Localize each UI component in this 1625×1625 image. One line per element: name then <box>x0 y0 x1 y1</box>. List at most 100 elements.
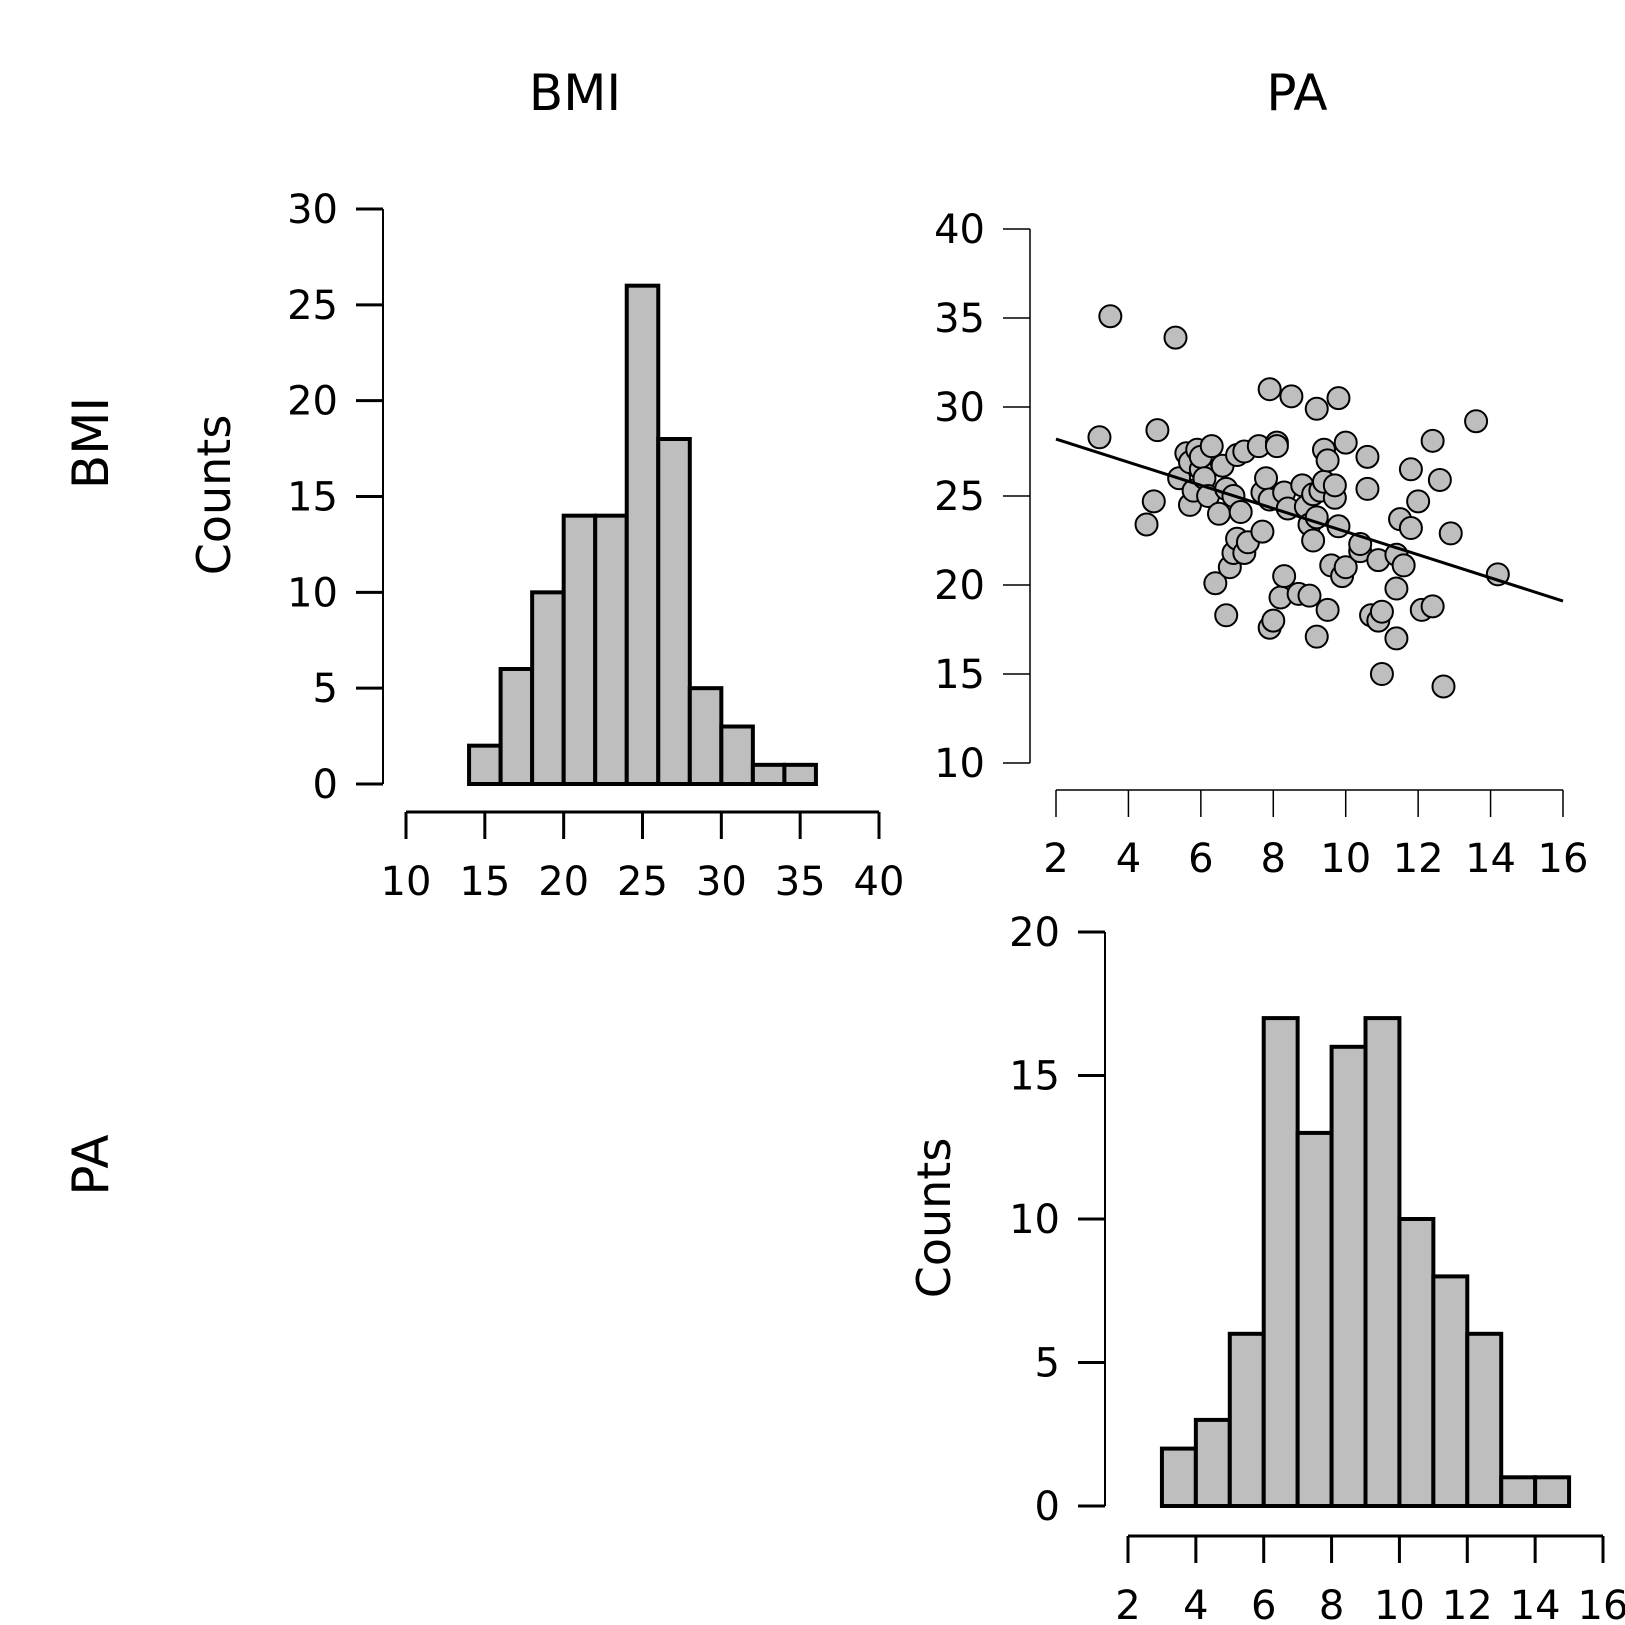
pa-histogram-x-tick-label-7: 16 <box>1578 1583 1625 1625</box>
scatter-point-83 <box>1398 457 1423 482</box>
scatter-x-tick-label-1: 4 <box>1116 836 1141 882</box>
bmi-histogram-y-tick-label-4: 20 <box>287 379 338 425</box>
scatter-y-tick-label-3: 25 <box>934 474 985 520</box>
pa-histogram-x-tick-label-5: 12 <box>1442 1583 1493 1625</box>
scatter-point-1 <box>1098 304 1123 329</box>
pa-histogram-bar-8 <box>1431 1274 1470 1509</box>
pa-histogram-y-tick-label-2: 10 <box>1009 1197 1060 1243</box>
scatter-point-88 <box>1420 594 1445 619</box>
bmi-histogram-bar-6 <box>656 437 692 786</box>
scatter-point-65 <box>1326 386 1351 411</box>
scatter-y-tick-label-1: 15 <box>934 652 985 698</box>
pa-histogram-bar-7 <box>1397 1217 1436 1508</box>
bmi-histogram-x-tick-label-1: 15 <box>459 859 510 905</box>
pa-bmi-scatter-panel: 10 15 20 25 30 35 40 2 4 6 8 10 12 14 16 <box>934 207 1588 882</box>
scatter-x-tick-label-0: 2 <box>1043 836 1068 882</box>
scatter-x-tick-label-4: 10 <box>1320 836 1371 882</box>
scatter-point-60 <box>1315 448 1340 473</box>
scatter-point-45 <box>1279 384 1304 409</box>
scatter-point-92 <box>1464 409 1489 434</box>
bmi-histogram-y-tick-label-3: 15 <box>287 475 338 521</box>
scatter-point-3 <box>1141 489 1166 514</box>
scatter-point-90 <box>1431 674 1456 699</box>
pa-histogram-bar-3 <box>1261 1016 1300 1508</box>
scatter-y-tick-label-2: 20 <box>934 563 985 609</box>
bmi-histogram-x-tick-label-3: 25 <box>617 859 668 905</box>
bmi-histogram-y-tick-label-1: 5 <box>313 666 338 712</box>
pa-histogram-y-tick-label-0: 0 <box>1035 1484 1060 1530</box>
pa-histogram-bar-10 <box>1499 1475 1538 1509</box>
bmi-histogram-ylabel: Counts <box>187 415 241 576</box>
scatter-point-54 <box>1304 624 1329 649</box>
scatter-point-21 <box>1214 603 1239 628</box>
bmi-histogram-x-tick-label-0: 10 <box>381 859 432 905</box>
pa-histogram-bar-2 <box>1227 1331 1266 1509</box>
bmi-histogram-y-tick-label-0: 0 <box>313 762 338 808</box>
pa-histogram-y-tick-label-4: 20 <box>1009 910 1060 956</box>
scatter-x-tick-label-7: 16 <box>1538 836 1589 882</box>
column-header-bmi: BMI <box>529 64 621 122</box>
row-header-pa: PA <box>62 1134 120 1195</box>
scatter-x-tick-label-3: 8 <box>1261 836 1286 882</box>
pa-histogram-y-tick-label-1: 5 <box>1035 1341 1060 1387</box>
scatter-point-5 <box>1163 325 1188 350</box>
bmi-histogram-bar-1 <box>498 667 535 786</box>
scatter-point-80 <box>1384 626 1409 651</box>
scatter-point-34 <box>1254 466 1279 491</box>
scatter-point-40 <box>1264 434 1289 459</box>
pa-histogram-bar-11 <box>1533 1475 1572 1509</box>
bmi-histogram-bar-5 <box>624 283 661 786</box>
bmi-histogram-x-tick-label-6: 40 <box>854 859 905 905</box>
scatter-point-2 <box>1134 512 1159 537</box>
bmi-histogram-panel: Counts 0 5 10 15 20 25 30 10 15 20 25 30 35 40 <box>187 187 904 905</box>
scatter-point-85 <box>1406 489 1431 514</box>
bmi-histogram-bar-4 <box>593 513 629 787</box>
bmi-histogram-bar-10 <box>782 762 818 786</box>
scatter-regression-line <box>1055 437 1564 603</box>
scatter-point-50 <box>1297 583 1322 608</box>
row-header-bmi: BMI <box>62 397 120 489</box>
scatter-point-77 <box>1369 599 1394 624</box>
pa-histogram-bar-1 <box>1193 1417 1232 1509</box>
bmi-histogram-y-tick-label-2: 10 <box>287 570 338 616</box>
scatter-point-4 <box>1145 418 1170 443</box>
bmi-histogram-y-tick-label-6: 30 <box>287 187 338 233</box>
pa-histogram-panel: Counts 0 5 10 15 20 2 4 6 8 10 12 14 16 <box>907 910 1625 1625</box>
scatter-point-0 <box>1087 425 1112 450</box>
pa-histogram-x-tick-label-0: 2 <box>1115 1583 1140 1625</box>
pa-histogram-y-tick-label-3: 15 <box>1009 1054 1060 1100</box>
bmi-histogram-bar-2 <box>530 590 566 786</box>
scatter-point-16 <box>1199 434 1224 459</box>
scatter-y-tick-label-0: 10 <box>934 741 985 787</box>
pa-histogram-bar-5 <box>1329 1044 1368 1509</box>
bmi-histogram-x-tick-label-5: 35 <box>775 859 826 905</box>
scatter-point-91 <box>1438 521 1463 546</box>
scatter-point-87 <box>1420 428 1445 453</box>
pa-histogram-x-tick-label-6: 14 <box>1510 1583 1561 1625</box>
scatter-point-38 <box>1261 608 1286 633</box>
scatter-point-82 <box>1391 553 1416 578</box>
scatter-point-32 <box>1250 519 1275 544</box>
scatter-point-42 <box>1272 564 1297 589</box>
scatter-point-53 <box>1304 396 1329 421</box>
scatter-y-tick-label-4: 30 <box>934 385 985 431</box>
bmi-histogram-bar-3 <box>561 513 598 787</box>
scatter-x-tick-label-6: 14 <box>1465 836 1516 882</box>
scatter-y-tick-label-5: 35 <box>934 296 985 342</box>
pa-histogram-x-tick-label-1: 4 <box>1183 1583 1208 1625</box>
pa-histogram-bar-9 <box>1465 1331 1504 1509</box>
scatter-point-71 <box>1355 444 1380 469</box>
scatter-point-18 <box>1206 501 1231 526</box>
bmi-histogram-bar-8 <box>719 724 755 786</box>
scatter-point-27 <box>1228 500 1253 525</box>
pa-histogram-bar-0 <box>1159 1446 1198 1508</box>
bmi-histogram-bar-0 <box>467 743 503 787</box>
pa-histogram-ylabel: Counts <box>907 1138 961 1299</box>
scatter-point-67 <box>1333 430 1358 455</box>
pa-histogram-x-tick-label-3: 8 <box>1319 1583 1344 1625</box>
scatter-point-51 <box>1301 528 1326 553</box>
scatter-point-84 <box>1398 516 1423 541</box>
scatter-x-tick-label-5: 12 <box>1393 836 1444 882</box>
column-header-pa: PA <box>1266 64 1327 122</box>
